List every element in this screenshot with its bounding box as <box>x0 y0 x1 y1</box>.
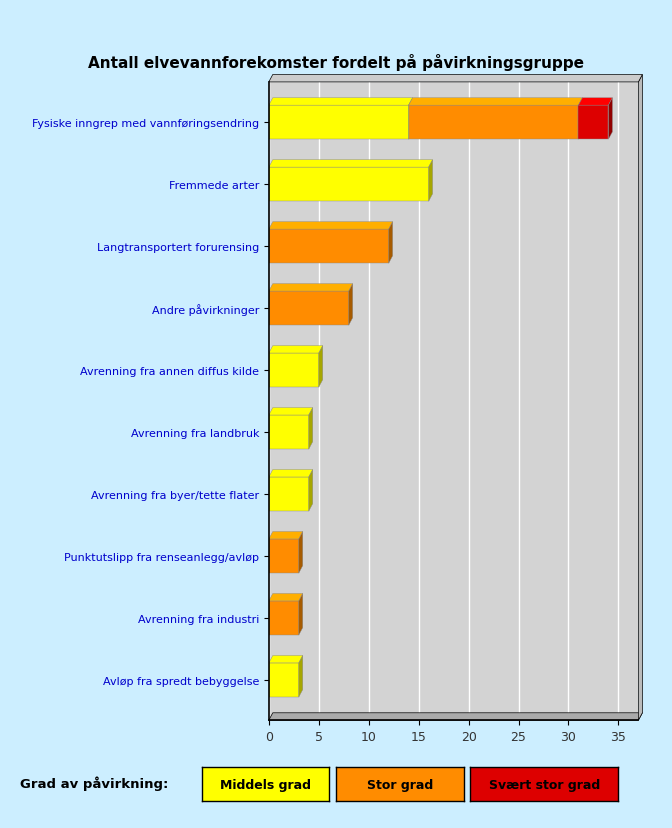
Polygon shape <box>269 416 308 450</box>
Polygon shape <box>269 106 409 140</box>
Polygon shape <box>409 99 583 106</box>
Polygon shape <box>269 346 323 354</box>
Polygon shape <box>269 99 413 106</box>
Polygon shape <box>269 223 392 230</box>
Polygon shape <box>409 106 579 140</box>
Polygon shape <box>269 470 312 478</box>
Text: Stor grad: Stor grad <box>367 777 433 791</box>
Polygon shape <box>269 532 303 539</box>
Polygon shape <box>608 99 612 140</box>
Polygon shape <box>308 408 312 450</box>
Text: Antall elvevannforekomster fordelt på påvirkningsgruppe: Antall elvevannforekomster fordelt på på… <box>88 54 584 71</box>
Polygon shape <box>269 478 308 512</box>
Polygon shape <box>269 75 642 83</box>
Polygon shape <box>579 106 608 140</box>
Polygon shape <box>388 223 392 264</box>
Polygon shape <box>308 470 312 512</box>
Polygon shape <box>299 532 303 573</box>
Polygon shape <box>429 161 433 202</box>
Polygon shape <box>269 713 642 720</box>
Polygon shape <box>349 284 353 325</box>
Polygon shape <box>269 408 312 416</box>
Polygon shape <box>269 284 353 291</box>
Polygon shape <box>638 75 642 720</box>
Polygon shape <box>269 291 349 325</box>
Polygon shape <box>299 594 303 635</box>
Polygon shape <box>319 346 323 388</box>
Polygon shape <box>409 99 413 140</box>
Polygon shape <box>269 663 299 697</box>
Polygon shape <box>269 230 388 264</box>
Polygon shape <box>579 99 583 140</box>
Polygon shape <box>269 354 319 388</box>
Polygon shape <box>299 656 303 697</box>
Text: Grad av påvirkning:: Grad av påvirkning: <box>20 775 169 790</box>
Polygon shape <box>269 168 429 202</box>
Polygon shape <box>269 656 303 663</box>
Text: Svært stor grad: Svært stor grad <box>489 777 600 791</box>
Text: Middels grad: Middels grad <box>220 777 311 791</box>
Polygon shape <box>579 99 612 106</box>
Polygon shape <box>269 161 433 168</box>
Polygon shape <box>269 601 299 635</box>
Polygon shape <box>269 539 299 573</box>
Polygon shape <box>269 594 303 601</box>
